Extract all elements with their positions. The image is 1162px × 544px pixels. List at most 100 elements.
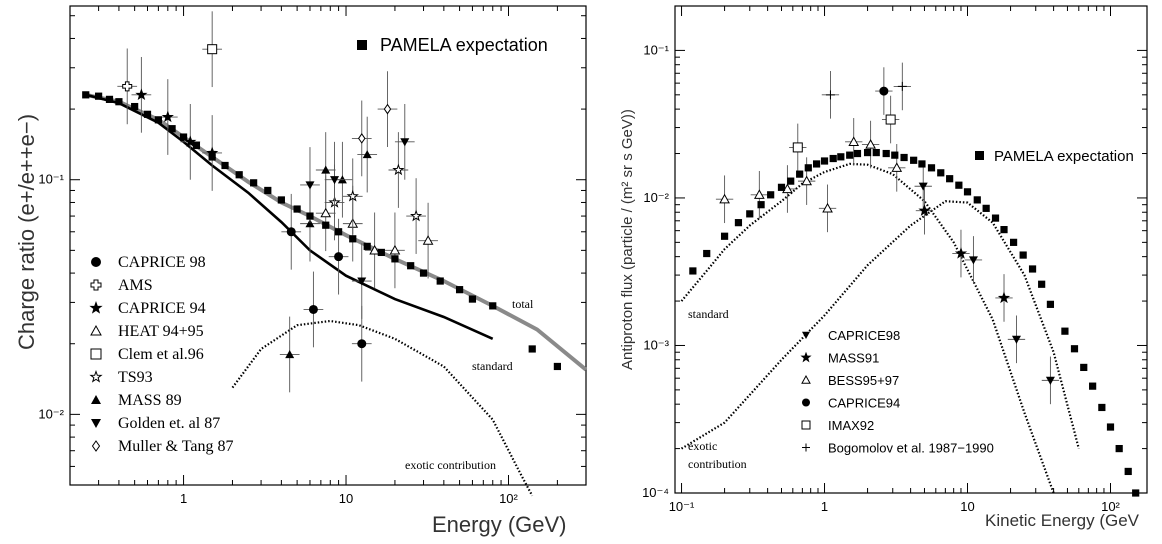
x-tick-label: 10: [960, 499, 974, 514]
right-pamela-legend: PAMELA expectation: [975, 148, 1134, 165]
point-pamela-expectation: [918, 160, 926, 168]
point-pamela-expectation: [891, 151, 899, 159]
legend-label-bogomolov-et-al-1987-1990: Bogomolov et al. 1987−1990: [828, 441, 994, 456]
legend-marker-caprice94: [802, 398, 810, 407]
x-tick-label: 1: [180, 491, 187, 506]
legend-label-mass91: MASS91: [828, 351, 879, 366]
right-panel: 10⁻¹ 1 10 10² 10⁻⁴ 10⁻³ 10⁻² 10⁻¹ Antiproton fl…: [619, 5, 1148, 530]
legend-marker-ts93: [89, 369, 103, 383]
point-pamela-expectation: [882, 149, 890, 158]
point-caprice-94: [161, 110, 174, 123]
point-pamela-expectation: [927, 164, 936, 172]
legend-marker-caprice98: [802, 331, 810, 339]
point-imax92: [885, 114, 896, 125]
point-pamela-expectation: [746, 210, 754, 218]
left-curve-label-exotic: exotic contribution: [405, 458, 496, 472]
point-pamela-expectation: [982, 204, 990, 212]
point-pamela-expectation: [973, 196, 981, 204]
legend-marker-bogomolov-et-al-1987-1990: [802, 443, 810, 452]
point-golden-et-al-87: [357, 277, 367, 286]
point-pamela-expectation: [334, 228, 343, 236]
point-pamela-expectation: [812, 160, 821, 168]
left-panel: 1 10 10² 10⁻² 10⁻¹ Charge ratio (e+/e++e−) E…: [14, 5, 588, 537]
legend-label-bess95-97: BESS95+97: [828, 373, 899, 388]
point-bess95-97: [782, 183, 793, 194]
point-muller-tang-87: [358, 133, 366, 144]
point-pamela-expectation: [105, 95, 114, 103]
x-tick-label: 10²: [1101, 499, 1120, 514]
right-curve-label-exotic: exotic contribution: [688, 439, 747, 471]
point-pamela-expectation: [192, 141, 201, 150]
right-tick-labels: 10⁻¹ 1 10 10² 10⁻⁴ 10⁻³ 10⁻² 10⁻¹: [642, 42, 1120, 514]
point-bess95-97: [753, 189, 765, 199]
legend-marker-ams: [90, 279, 102, 291]
legend-marker-golden-et-al-87: [91, 419, 101, 428]
point-pamela-expectation: [853, 149, 862, 158]
point-heat-94-95: [320, 207, 332, 218]
point-caprice-94: [135, 88, 148, 100]
point-pamela-expectation: [1000, 226, 1008, 234]
point-heat-94-95: [369, 244, 380, 255]
point-pamela-expectation: [1070, 345, 1079, 353]
legend-label-clem-et-al-96: Clem et al.96: [118, 346, 204, 363]
point-caprice98: [968, 256, 978, 265]
point-pamela-expectation: [1132, 489, 1140, 497]
right-curve-label-standard: standard: [688, 307, 729, 321]
legend-label-caprice-94: CAPRICE 94: [118, 300, 206, 317]
point-mass91: [918, 204, 931, 216]
point-mass-89: [362, 150, 372, 159]
y-tick-label: 10⁻³: [643, 337, 669, 352]
point-caprice98: [918, 182, 928, 191]
point-pamela-expectation: [143, 110, 152, 118]
x-tick-label: 10: [339, 491, 353, 506]
point-golden-et-al-87: [400, 138, 410, 147]
x-tick-label: 1: [821, 499, 828, 514]
point-pamela-expectation: [820, 157, 829, 165]
point-pamela-expectation: [208, 153, 216, 161]
point-pamela-expectation: [1115, 444, 1123, 453]
point-pamela-expectation: [306, 212, 314, 220]
point-pamela-expectation: [955, 181, 963, 189]
point-ts93: [410, 209, 423, 222]
left-pamela-legend: PAMELA expectation: [357, 35, 548, 55]
point-pamela-expectation: [168, 125, 176, 133]
point-pamela-expectation: [829, 154, 837, 163]
point-pamela-expectation: [1019, 251, 1027, 259]
point-caprice98: [1011, 335, 1021, 344]
right-y-axis-label: Antiproton flux (particle / (m² sr s GeV…: [619, 109, 636, 370]
curve-standard: [680, 162, 1055, 494]
point-pamela-expectation: [436, 277, 444, 285]
point-pamela-expectation: [293, 205, 301, 213]
point-pamela-expectation: [946, 175, 954, 183]
point-pamela-expectation: [1106, 423, 1115, 431]
exotic-label-line1: exotic: [688, 439, 717, 453]
legend-label-golden-et-al-87: Golden et. al 87: [118, 415, 220, 432]
point-clem-et-al-96: [207, 44, 218, 55]
point-pamela-expectation: [250, 179, 258, 187]
point-pamela-expectation: [179, 133, 188, 141]
exotic-label-line2: contribution: [688, 457, 747, 471]
point-pamela-expectation: [1124, 467, 1132, 476]
point-heat-94-95: [422, 235, 434, 245]
point-bess95-97: [822, 202, 833, 213]
legend-label-caprice94: CAPRICE94: [828, 396, 900, 411]
point-bess95-97: [719, 193, 730, 204]
left-data-points: [82, 11, 561, 393]
point-pamela-expectation: [277, 196, 285, 204]
point-pamela-expectation: [1080, 363, 1088, 372]
left-curve-label-standard: standard: [472, 359, 513, 373]
right-x-axis-label: Kinetic Energy (GeV: [985, 511, 1140, 530]
legend-label-imax92: IMAX92: [828, 418, 874, 433]
point-caprice-98: [357, 339, 367, 349]
point-pamela-expectation: [963, 188, 972, 196]
point-mass-89: [321, 165, 331, 174]
point-pamela-expectation: [1098, 403, 1106, 412]
point-pamela-expectation: [264, 186, 272, 195]
point-pamela-expectation: [553, 362, 561, 371]
legend-label-mass-89: MASS 89: [118, 392, 182, 409]
left-legend: CAPRICE 98 AMS CAPRICE 94 HEAT 94+95 Clem et…: [89, 254, 233, 455]
point-pamela-expectation: [1038, 280, 1046, 288]
point-pamela-expectation: [804, 164, 812, 172]
left-y-axis-label: Charge ratio (e+/e++e−): [14, 114, 39, 350]
point-pamela-expectation: [757, 201, 765, 209]
